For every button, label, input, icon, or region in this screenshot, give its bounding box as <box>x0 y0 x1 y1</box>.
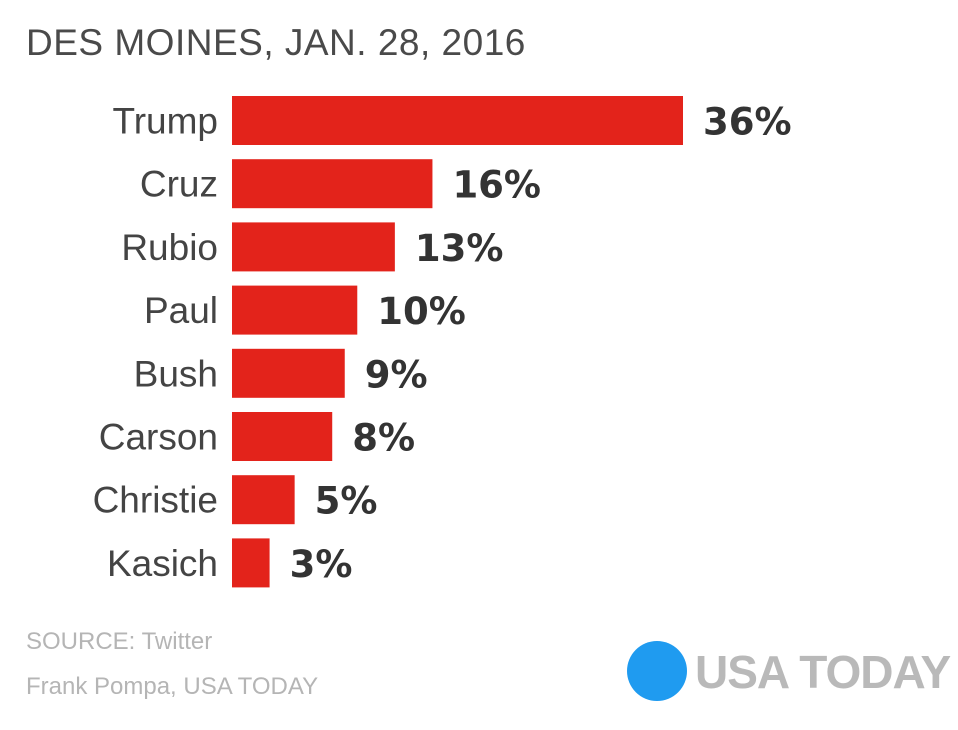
value-label: 16% <box>452 164 541 207</box>
category-label: Bush <box>134 353 218 394</box>
value-label: 13% <box>415 227 504 270</box>
value-label: 9% <box>365 353 428 396</box>
category-label: Kasich <box>107 543 218 584</box>
value-label: 8% <box>352 417 415 460</box>
category-label: Cruz <box>140 164 218 205</box>
bar-kasich <box>232 538 270 588</box>
bar-carson <box>232 412 333 461</box>
credit-note: Frank Pompa, USA TODAY <box>26 673 319 700</box>
value-label: 5% <box>315 480 378 523</box>
bar-chart: Trump 36% Cruz 16% Rubio 13% Paul 10% Bush 9% Cars… <box>93 96 792 588</box>
category-label: Trump <box>112 101 218 142</box>
chart-title: DES MOINES, JAN. 28, 2016 <box>26 22 526 63</box>
bar-christie <box>232 475 295 525</box>
bar-paul <box>232 285 358 335</box>
bar-trump <box>232 96 683 145</box>
bar-rubio <box>232 222 395 272</box>
category-label: Paul <box>144 290 218 331</box>
value-label: 36% <box>703 101 792 144</box>
usa-today-dot-icon <box>627 641 687 701</box>
usa-today-logo: USA TODAY <box>695 646 951 698</box>
value-label: 10% <box>377 290 466 333</box>
category-label: Rubio <box>121 227 218 268</box>
category-label: Carson <box>99 417 218 458</box>
source-note: SOURCE: Twitter <box>26 628 213 655</box>
value-label: 3% <box>290 543 353 586</box>
category-label: Christie <box>93 480 218 521</box>
bar-cruz <box>232 159 433 209</box>
bar-bush <box>232 348 345 398</box>
